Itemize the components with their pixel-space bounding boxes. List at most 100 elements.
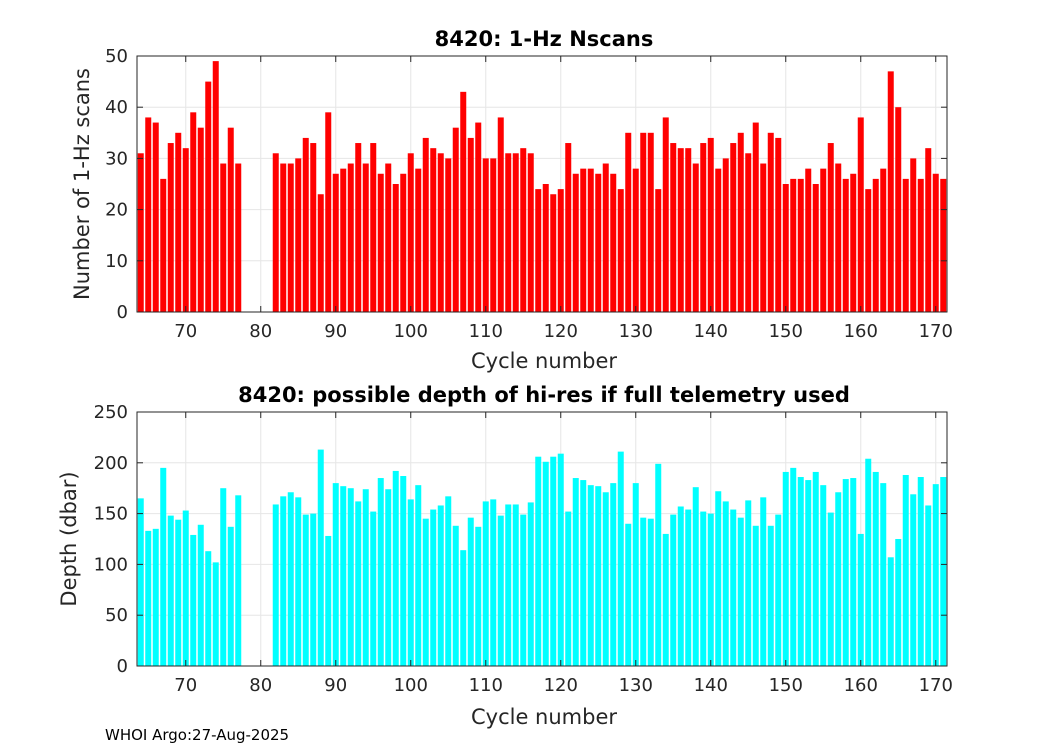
depth-bar bbox=[737, 517, 744, 666]
nscans-bar bbox=[332, 173, 339, 312]
nscans-bar bbox=[647, 132, 654, 312]
nscans-bar bbox=[392, 184, 399, 312]
depth-y-ticks: 0 50 100 150 200 250 bbox=[94, 402, 947, 677]
depth-plot-background bbox=[137, 412, 947, 666]
depth-bar bbox=[880, 483, 887, 666]
nscans-x-tick-label: 100 bbox=[394, 321, 428, 342]
depth-bar bbox=[482, 501, 489, 666]
nscans-x-axis-label: Cycle number bbox=[471, 349, 617, 373]
nscans-bar bbox=[932, 173, 939, 312]
depth-bar bbox=[812, 471, 819, 666]
nscans-bar bbox=[370, 143, 377, 312]
depth-bar bbox=[610, 483, 617, 666]
nscans-bar bbox=[317, 194, 324, 312]
nscans-bar bbox=[197, 127, 204, 313]
depth-bar bbox=[280, 496, 287, 666]
nscans-bar bbox=[797, 178, 804, 312]
nscans-bar bbox=[235, 163, 242, 312]
depth-chart-title: 8420: possible depth of hi-res if full t… bbox=[238, 383, 850, 407]
depth-bar bbox=[917, 477, 924, 666]
depth-bar bbox=[677, 506, 684, 666]
depth-bar bbox=[872, 471, 879, 666]
depth-bar bbox=[175, 519, 182, 666]
nscans-bar bbox=[145, 117, 152, 312]
nscans-bar bbox=[505, 153, 512, 312]
depth-bar bbox=[347, 488, 354, 666]
depth-bar bbox=[572, 478, 579, 666]
nscans-bar bbox=[887, 71, 894, 312]
nscans-chart: 8420: 1-Hz Nscans 70 80 90 100 110 120 130 140 1… bbox=[70, 27, 953, 373]
nscans-bar bbox=[280, 163, 287, 312]
depth-bar bbox=[722, 501, 729, 666]
nscans-bar bbox=[272, 153, 279, 312]
nscans-bar bbox=[580, 168, 587, 312]
depth-bar bbox=[760, 497, 767, 666]
nscans-bar bbox=[715, 168, 722, 312]
nscans-bar bbox=[910, 158, 917, 312]
nscans-x-tick-label: 130 bbox=[619, 321, 653, 342]
depth-bar bbox=[745, 500, 752, 666]
nscans-y-axis-label: Number of 1-Hz scans bbox=[70, 68, 94, 300]
depth-bar bbox=[520, 514, 527, 666]
nscans-axes-box bbox=[136, 55, 948, 313]
nscans-bar bbox=[377, 173, 384, 312]
nscans-bar bbox=[175, 132, 182, 312]
nscans-bar bbox=[895, 107, 902, 312]
depth-bar bbox=[167, 515, 174, 666]
depth-bar bbox=[302, 514, 309, 666]
nscans-bar bbox=[625, 132, 632, 312]
depth-bar bbox=[340, 486, 347, 666]
depth-bar bbox=[782, 471, 789, 666]
depth-bar bbox=[625, 523, 632, 666]
nscans-bars bbox=[137, 61, 947, 313]
nscans-bar bbox=[527, 153, 534, 312]
depth-x-axis-label: Cycle number bbox=[471, 705, 617, 729]
nscans-y-tick-label: 10 bbox=[105, 251, 128, 272]
nscans-bar bbox=[287, 163, 294, 312]
depth-bar bbox=[647, 518, 654, 666]
depth-chart: 8420: possible depth of hi-res if full t… bbox=[57, 383, 953, 729]
nscans-bar bbox=[400, 173, 407, 312]
nscans-bar bbox=[850, 173, 857, 312]
nscans-bar bbox=[542, 184, 549, 312]
depth-y-tick-label: 100 bbox=[94, 554, 128, 575]
nscans-bar bbox=[842, 178, 849, 312]
depth-bar bbox=[655, 463, 662, 666]
nscans-bar bbox=[812, 184, 819, 312]
nscans-bar bbox=[857, 117, 864, 312]
nscans-bar bbox=[640, 132, 647, 312]
nscans-bar bbox=[460, 91, 467, 312]
nscans-bar bbox=[430, 148, 437, 312]
depth-bar bbox=[595, 486, 602, 666]
nscans-bar bbox=[662, 117, 669, 312]
nscans-bar bbox=[617, 189, 624, 312]
depth-bar bbox=[475, 526, 482, 666]
depth-bar bbox=[332, 483, 339, 666]
nscans-bar bbox=[557, 189, 564, 312]
depth-bar bbox=[820, 485, 827, 666]
nscans-bar bbox=[767, 132, 774, 312]
depth-x-tick-label: 100 bbox=[394, 675, 428, 696]
depth-bars bbox=[137, 449, 947, 666]
nscans-bar bbox=[925, 148, 932, 312]
depth-x-tick-label: 140 bbox=[694, 675, 728, 696]
depth-bar bbox=[490, 499, 497, 666]
depth-x-tick-label: 130 bbox=[619, 675, 653, 696]
depth-bar bbox=[205, 551, 212, 666]
depth-bar bbox=[235, 495, 242, 666]
depth-bar bbox=[317, 449, 324, 666]
nscans-bar bbox=[670, 143, 677, 312]
depth-bar bbox=[512, 504, 519, 666]
nscans-bar bbox=[212, 61, 219, 313]
depth-bar bbox=[887, 557, 894, 666]
nscans-bar bbox=[302, 137, 309, 312]
nscans-bar bbox=[227, 127, 234, 313]
nscans-bar bbox=[700, 143, 707, 312]
nscans-bar bbox=[737, 132, 744, 312]
nscans-bar bbox=[137, 153, 144, 312]
depth-y-tick-label: 150 bbox=[94, 504, 128, 525]
nscans-chart-title: 8420: 1-Hz Nscans bbox=[435, 27, 654, 51]
nscans-bar bbox=[902, 178, 909, 312]
nscans-bar bbox=[490, 158, 497, 312]
nscans-bar bbox=[940, 178, 947, 312]
